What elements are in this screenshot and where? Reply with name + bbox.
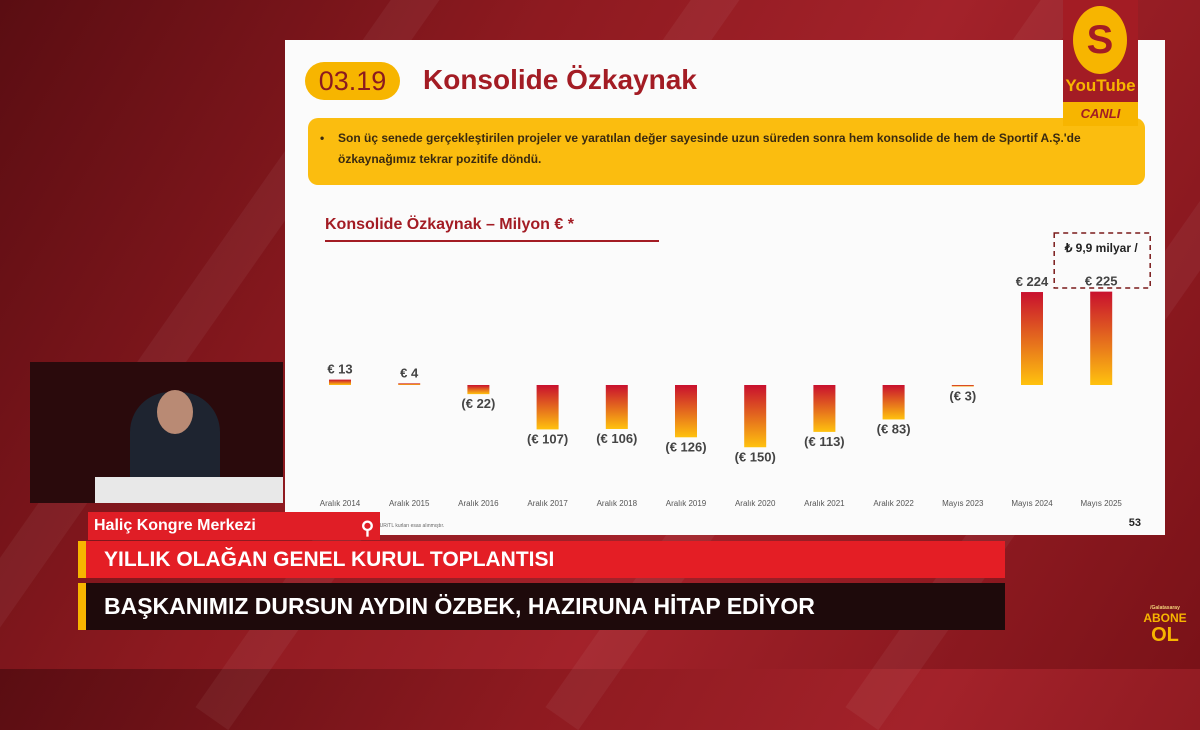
x-tick-label: Aralık 2016 (458, 499, 499, 508)
data-label: (€ 106) (596, 431, 637, 446)
data-label: (€ 126) (665, 439, 706, 454)
x-tick-label: Aralık 2022 (873, 499, 914, 508)
subscribe-line1: ABONE (1143, 611, 1187, 625)
subheadline-bar: BAŞKANIMIZ DURSUN AYDIN ÖZBEK, HAZIRUNA … (78, 583, 1005, 630)
footnote: * EUR/TL kurları esas alınmıştır. (373, 523, 445, 529)
x-tick-label: Mayıs 2025 (1081, 499, 1123, 508)
speaker-video-inset (30, 362, 283, 503)
location-text: Haliç Kongre Merkezi (94, 517, 256, 534)
youtube-label: YouTube (1065, 76, 1136, 95)
data-label: (€ 150) (735, 449, 776, 464)
page-number: 53 (1128, 517, 1141, 529)
x-tick-label: Aralık 2017 (527, 499, 568, 508)
speaker-head (157, 390, 193, 434)
subscribe-handle: /Galatasaray (1150, 605, 1180, 611)
live-badge: CANLI (1063, 102, 1138, 126)
bar-6 (744, 385, 767, 448)
location-pin-icon: ⚲ (360, 518, 374, 538)
x-tick-label: Mayıs 2023 (942, 499, 984, 508)
bar-7 (813, 385, 836, 432)
highlight-note: Son üç senede gerçekleştirilen projeler … (308, 118, 1145, 185)
subscribe-line2: OL (1151, 624, 1179, 646)
club-crest-icon: S (1073, 6, 1127, 74)
data-label: € 13 (327, 362, 352, 377)
data-label: (€ 22) (461, 396, 495, 411)
bar-8 (882, 385, 905, 420)
data-label: (€ 113) (804, 434, 844, 449)
annotation-text: ₺ 9,9 milyar / (1064, 241, 1139, 255)
x-tick-label: Aralık 2019 (666, 499, 707, 508)
x-tick-label: Aralık 2020 (735, 499, 776, 508)
data-label: (€ 3) (949, 389, 976, 404)
bar-1 (398, 383, 421, 385)
bar-5 (675, 385, 697, 438)
data-label: € 225 (1085, 274, 1118, 289)
data-label: € 4 (400, 365, 419, 380)
headline-bar: YILLIK OLAĞAN GENEL KURUL TOPLANTISI (78, 541, 1005, 578)
bar-chart: € 13 Aralık 2014 € 4 Aralık 2015 (€ 22) Aralı… (320, 232, 1151, 508)
data-label: (€ 107) (527, 431, 568, 446)
bar-11 (1090, 291, 1113, 385)
data-label: € 224 (1016, 274, 1049, 289)
bar-4 (605, 385, 628, 429)
x-tick-label: Mayıs 2024 (1011, 499, 1053, 508)
bar-2 (467, 385, 490, 395)
section-badge: 03.19 (305, 62, 400, 100)
x-tick-label: Aralık 2014 (320, 499, 361, 508)
presentation-slide: 03.19 Konsolide Özkaynak Son üç senede g… (285, 40, 1165, 535)
slide-title: Konsolide Özkaynak (423, 64, 697, 95)
channel-logo: S YouTube CANLI (1063, 0, 1138, 126)
x-tick-label: Aralık 2018 (597, 499, 638, 508)
location-tag: Haliç Kongre Merkezi ⚲ (88, 512, 380, 540)
bar-0 (329, 379, 351, 385)
subscribe-badge[interactable]: /Galatasaray ABONE OL (1140, 605, 1190, 645)
x-tick-label: Aralık 2015 (389, 499, 430, 508)
annotation-box (1053, 232, 1151, 289)
bar-9 (951, 385, 974, 387)
podium (95, 477, 283, 503)
x-tick-label: Aralık 2021 (804, 499, 845, 508)
bar-10 (1021, 292, 1043, 385)
chart-title: Konsolide Özkaynak – Milyon € * (325, 216, 659, 242)
data-label: (€ 83) (877, 421, 911, 436)
bar-3 (536, 385, 559, 430)
